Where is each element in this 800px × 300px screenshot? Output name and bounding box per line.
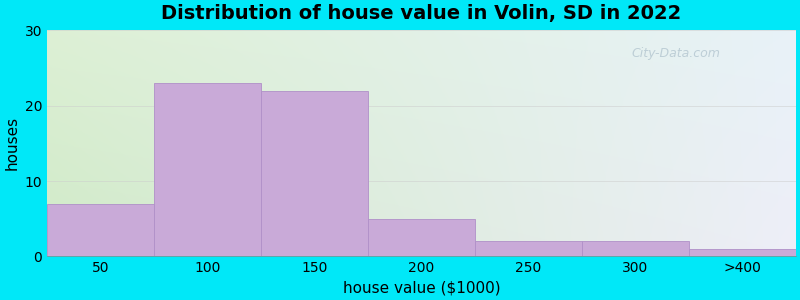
Title: Distribution of house value in Volin, SD in 2022: Distribution of house value in Volin, SD… <box>162 4 682 23</box>
Bar <box>154 83 261 256</box>
Bar <box>47 204 154 256</box>
Bar <box>475 241 582 256</box>
Bar <box>689 249 796 256</box>
Bar <box>368 219 475 256</box>
X-axis label: house value ($1000): house value ($1000) <box>342 281 500 296</box>
Bar <box>261 91 368 256</box>
Y-axis label: houses: houses <box>4 116 19 170</box>
Bar <box>582 241 689 256</box>
Text: City-Data.com: City-Data.com <box>631 47 720 60</box>
